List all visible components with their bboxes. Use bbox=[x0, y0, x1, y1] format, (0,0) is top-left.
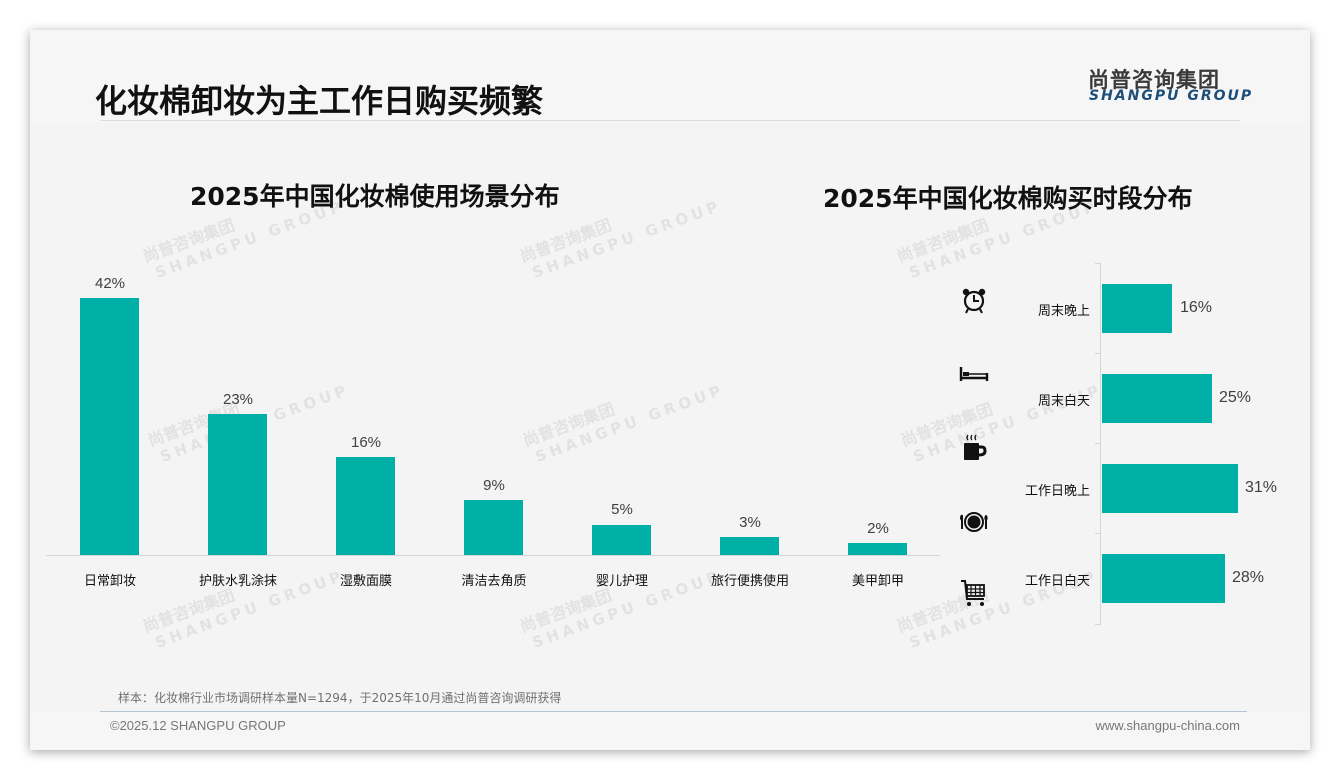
bar-value: 9% bbox=[483, 477, 505, 494]
bar-wet-mask bbox=[336, 457, 395, 555]
axis-tick bbox=[1095, 263, 1101, 264]
hbar-workday-evening bbox=[1102, 464, 1238, 513]
bar-value: 2% bbox=[867, 520, 889, 537]
copyright: ©2025.12 SHANGPU GROUP bbox=[110, 718, 286, 733]
bar-category: 美甲卸甲 bbox=[851, 574, 904, 589]
page-title: 化妆棉卸妆为主工作日购买频繁 bbox=[95, 82, 544, 120]
footer-divider bbox=[100, 711, 1247, 712]
hbar-weekend-evening bbox=[1102, 284, 1172, 333]
slide: 化妆棉卸妆为主工作日购买频繁 尚普咨询集团 SHANGPU GROUP 尚普咨询… bbox=[30, 30, 1310, 750]
hbar-category: 工作日白天 bbox=[1024, 574, 1090, 589]
axis-tick bbox=[1095, 353, 1101, 354]
title-divider bbox=[100, 120, 1240, 121]
bar-daily-makeup-removal bbox=[80, 298, 139, 555]
bar-travel bbox=[720, 537, 779, 555]
header-band bbox=[30, 30, 1310, 122]
hbar-category: 周末白天 bbox=[1037, 394, 1090, 409]
y-axis-line bbox=[1100, 263, 1101, 625]
bar-category: 护肤水乳涂抹 bbox=[198, 574, 277, 589]
bar-category: 清洁去角质 bbox=[461, 574, 527, 589]
x-axis-baseline bbox=[46, 555, 940, 556]
axis-tick bbox=[1095, 443, 1101, 444]
bar-category: 日常卸妆 bbox=[83, 574, 136, 589]
hbar-weekend-daytime bbox=[1102, 374, 1212, 423]
logo-chinese: 尚普咨询集团 bbox=[1088, 68, 1220, 92]
bar-value: 16% bbox=[350, 434, 382, 451]
time-chart-title: 2025年中国化妆棉购买时段分布 bbox=[823, 184, 1193, 213]
alarm-clock-icon bbox=[962, 288, 986, 314]
bar-value: 5% bbox=[611, 501, 633, 518]
plate-cutlery-icon bbox=[960, 512, 988, 532]
coffee-cup-icon bbox=[964, 434, 987, 460]
bar-category: 旅行便携使用 bbox=[710, 574, 789, 589]
hbar-value: 16% bbox=[1180, 299, 1213, 316]
hbar-category: 周末晚上 bbox=[1037, 304, 1090, 319]
hbar-value: 28% bbox=[1232, 569, 1265, 586]
hbar-value: 31% bbox=[1245, 479, 1278, 496]
bar-exfoliation bbox=[464, 500, 523, 555]
bed-icon bbox=[959, 367, 989, 381]
bar-nail-polish-removal bbox=[848, 543, 907, 555]
bar-category: 婴儿护理 bbox=[595, 574, 648, 589]
hbar-value: 25% bbox=[1219, 389, 1252, 406]
sample-note: 样本：化妆棉行业市场调研样本量N=1294，于2025年10月通过尚普咨询调研获… bbox=[118, 691, 562, 705]
logo-english: SHANGPU GROUP bbox=[1089, 88, 1254, 104]
axis-tick bbox=[1095, 533, 1101, 534]
bar-category: 湿敷面膜 bbox=[339, 574, 392, 589]
website-link[interactable]: www.shangpu-china.com bbox=[1095, 718, 1240, 733]
usage-chart-title: 2025年中国化妆棉使用场景分布 bbox=[190, 182, 560, 211]
shopping-cart-icon bbox=[961, 580, 985, 606]
footer-band bbox=[30, 712, 1310, 750]
bar-value: 42% bbox=[94, 275, 126, 292]
bar-value: 3% bbox=[739, 514, 761, 531]
bar-value: 23% bbox=[222, 391, 254, 408]
bar-skincare-application bbox=[208, 414, 267, 555]
hbar-category: 工作日晚上 bbox=[1024, 484, 1090, 499]
bar-baby-care bbox=[592, 525, 651, 555]
hbar-workday-daytime bbox=[1102, 554, 1225, 603]
axis-tick bbox=[1095, 624, 1101, 625]
